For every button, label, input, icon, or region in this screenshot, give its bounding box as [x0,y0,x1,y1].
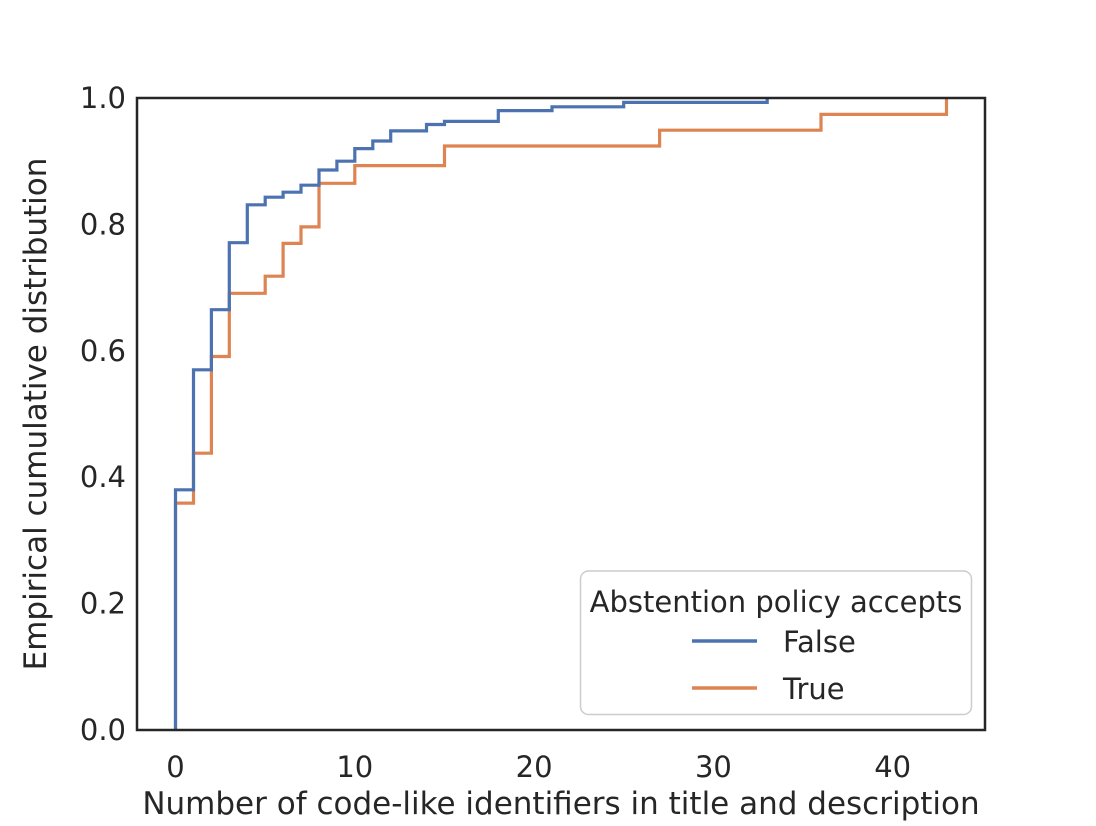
x-tick-labels: 0 10 20 30 40 [166,750,911,784]
y-tick-label: 0.4 [80,460,126,494]
x-tick-label: 40 [874,750,911,784]
y-axis-label: Empirical cumulative distribution [18,158,54,671]
y-tick-labels: 1.0 0.8 0.6 0.4 0.2 0.0 [80,81,126,747]
y-tick-label: 0.8 [80,207,126,241]
x-tick-label: 30 [695,750,732,784]
legend-label-false: False [783,625,856,659]
legend-box [579,570,973,716]
y-tick-label: 0.0 [80,713,126,747]
x-tick-label: 10 [336,750,373,784]
ecdf-line-true [173,98,949,730]
legend-title: Abstention policy accepts [590,585,963,619]
y-tick-label: 1.0 [80,81,126,115]
ecdf-line-false [173,98,769,730]
legend-label-true: True [782,672,845,706]
y-tick-label: 0.6 [80,334,126,368]
x-tick-label: 20 [516,750,553,784]
y-tick-label: 0.2 [80,587,126,621]
x-tick-label: 0 [166,750,184,784]
legend-entries: False True [692,625,856,706]
series-lines [173,98,949,730]
x-axis-label: Number of code-like identifiers in title… [142,786,979,822]
axes-box [135,96,987,732]
legend: Abstention policy accepts False True [579,570,973,716]
